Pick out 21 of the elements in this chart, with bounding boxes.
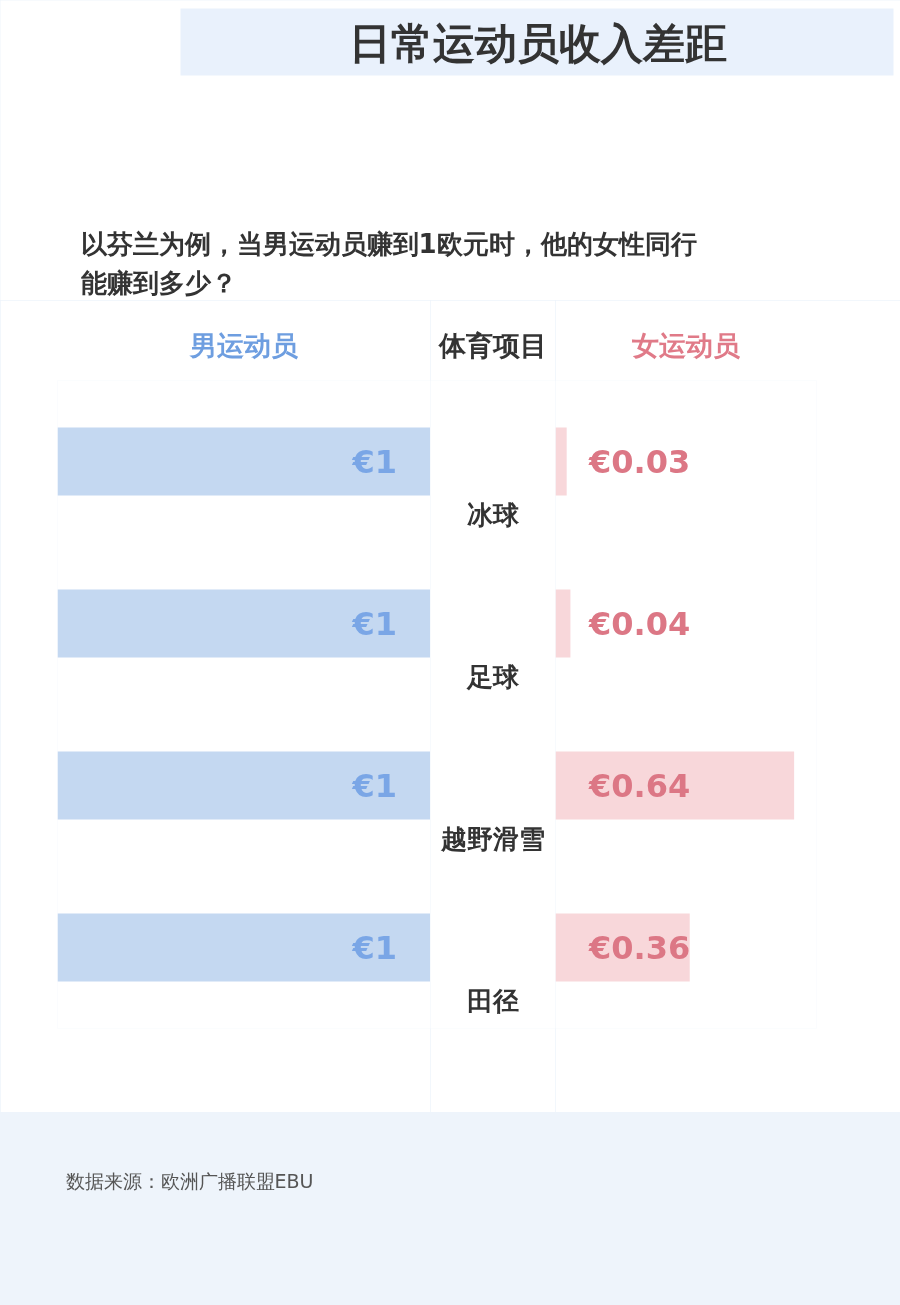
text: 日常运动员收入差距: [348, 19, 727, 68]
y-axis-title: 体育项目: [438, 329, 547, 361]
data-label: €0.36: [588, 928, 691, 967]
source-note: 数据来源：欧洲广播联盟EBU: [65, 1169, 314, 1192]
data-label: €0.04: [588, 604, 691, 643]
data-label: €1: [351, 766, 397, 805]
y-tick-label: 越野滑雪: [440, 823, 545, 854]
x-axis-title: 男运动员: [189, 329, 299, 361]
x-axis-title: 女运动员: [631, 329, 741, 361]
data-label: €1: [351, 928, 397, 967]
y-tick-label: 冰球: [467, 499, 520, 530]
bar: [555, 427, 567, 496]
y-tick-label: 田径: [467, 985, 519, 1016]
data-label: €0.03: [588, 442, 691, 481]
data-label: €0.64: [588, 766, 691, 805]
data-label: €1: [351, 604, 397, 643]
chart-subtitle: 以芬兰为例，当男运动员赚到1欧元时，他的女性同行能赚到多少？: [80, 228, 697, 298]
bar: [555, 589, 571, 658]
y-tick-label: 足球: [466, 661, 520, 692]
data-label: €1: [351, 442, 397, 481]
bar: [555, 751, 795, 820]
